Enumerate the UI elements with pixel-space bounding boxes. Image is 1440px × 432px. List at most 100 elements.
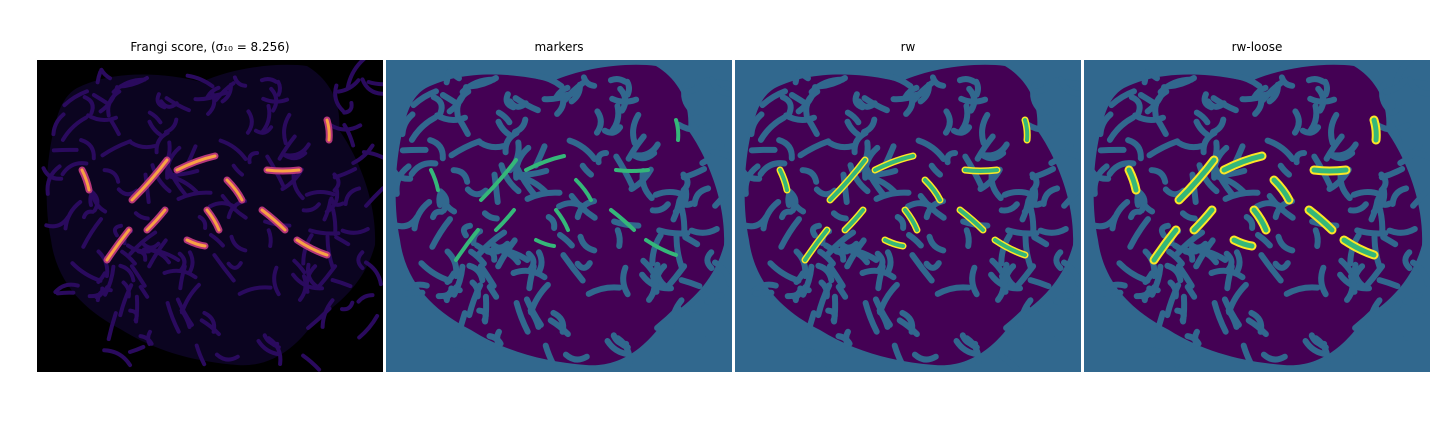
vessel-segment <box>831 293 839 325</box>
vessel-segment <box>1338 257 1355 276</box>
vessel-segment <box>454 310 468 343</box>
vessel-segment <box>1182 248 1196 263</box>
vessel-segment <box>742 163 761 197</box>
vessel-segment <box>166 168 200 178</box>
vessel-segment <box>614 335 633 367</box>
highlight-segment <box>185 238 207 248</box>
vessel-segment <box>1193 237 1216 270</box>
vessel-segment <box>752 289 775 297</box>
vessel-segment <box>805 116 820 137</box>
vessel-segment <box>342 123 356 148</box>
vessel-segment <box>1061 185 1081 209</box>
vessel-segment <box>1164 262 1184 284</box>
vessel-segment <box>872 296 893 328</box>
vessel-segment <box>253 125 274 135</box>
vessel-segment <box>116 187 139 197</box>
vessel-segment <box>748 146 778 154</box>
vessel-segment <box>668 297 685 330</box>
vessel-segment <box>469 279 481 300</box>
vessel-segment <box>411 199 433 232</box>
vessel-segment <box>673 233 685 272</box>
vessel-segment <box>320 298 335 329</box>
vessel-segment <box>678 277 703 290</box>
vessel-segment <box>1291 108 1302 136</box>
vessel-segment <box>595 150 610 166</box>
vessel-segment <box>963 335 982 367</box>
vessel-segment <box>1001 263 1017 295</box>
highlight-segment <box>1271 177 1292 203</box>
vessel-segment <box>1386 299 1403 313</box>
vessel-segment <box>418 260 453 284</box>
vessel-segment <box>1175 139 1205 151</box>
vessel-segment <box>556 200 587 210</box>
vessel-segment <box>884 249 894 276</box>
vessel-segment <box>147 110 163 125</box>
vessel-segment <box>1164 75 1197 90</box>
vessel-segment <box>906 232 924 249</box>
panel-title-rw: rw <box>900 40 916 54</box>
vessel-segment <box>495 237 518 270</box>
vessel-segment <box>340 300 355 312</box>
highlight-segment <box>524 154 566 172</box>
vessel-segment <box>486 283 500 300</box>
vessel-segment <box>909 252 935 284</box>
highlight-segment <box>1231 237 1255 249</box>
highlight-segment <box>145 208 167 232</box>
vessel-segment <box>1037 226 1069 236</box>
vessel-segment <box>489 240 511 251</box>
vessel-segment <box>998 201 1020 214</box>
vessel-segment <box>818 279 830 300</box>
vessel-segment <box>102 168 121 184</box>
highlight-segment <box>494 208 516 232</box>
vessel-segment <box>408 160 439 178</box>
vessel-segment <box>1275 233 1296 254</box>
vessel-segment <box>979 111 991 147</box>
vessel-segment <box>1305 76 1327 85</box>
vessel-segment <box>562 351 590 363</box>
vessel-segment <box>1221 296 1242 328</box>
vessel-segment <box>136 249 148 262</box>
vessel-segment <box>1402 249 1413 272</box>
vessel-segment <box>272 265 281 297</box>
vessel-segment <box>410 88 439 109</box>
vessel-segment <box>176 190 213 201</box>
vessel-segment <box>357 314 380 340</box>
vessel-segment <box>399 111 416 138</box>
vessel-segment <box>699 142 725 166</box>
vessel-segment <box>484 248 498 263</box>
vessel-segment <box>838 240 860 251</box>
vessel-segment <box>1132 112 1166 123</box>
panel-title-rw-loose: rw-loose <box>1231 40 1283 54</box>
vessel-segment <box>106 89 122 118</box>
vessel-segment <box>557 232 575 249</box>
vessel-segment <box>466 262 486 284</box>
vessel-segment <box>133 211 150 221</box>
vessel-segment <box>1410 185 1430 209</box>
vessel-segment <box>81 217 103 249</box>
vessel-segment <box>1091 163 1110 197</box>
vessel-segment <box>1192 328 1200 347</box>
vessel-segment <box>392 214 420 230</box>
vessel-segment <box>767 260 802 284</box>
vessel-segment <box>134 294 140 324</box>
vessel-segment <box>942 108 953 136</box>
vessel-segment <box>1354 227 1389 237</box>
highlight-segment <box>883 238 905 248</box>
vessel-segment <box>852 91 866 111</box>
vessel-segment <box>1061 259 1081 288</box>
vessel-segment <box>364 260 383 287</box>
vessel-segment <box>956 76 978 85</box>
vessel-segment <box>915 137 947 162</box>
vessel-segment <box>905 200 936 210</box>
vessel-segment <box>1347 201 1369 214</box>
vessel-segment <box>614 227 623 249</box>
vessel-segment <box>514 167 550 179</box>
vessel-segment <box>859 267 897 281</box>
vessel-segment <box>629 150 658 162</box>
highlight-segment <box>574 178 593 202</box>
highlight-segment <box>803 228 829 262</box>
vessel-segment <box>759 88 788 109</box>
vessel-segment <box>693 60 717 91</box>
vessel-segment <box>542 342 557 368</box>
vessel-segment <box>847 162 871 195</box>
